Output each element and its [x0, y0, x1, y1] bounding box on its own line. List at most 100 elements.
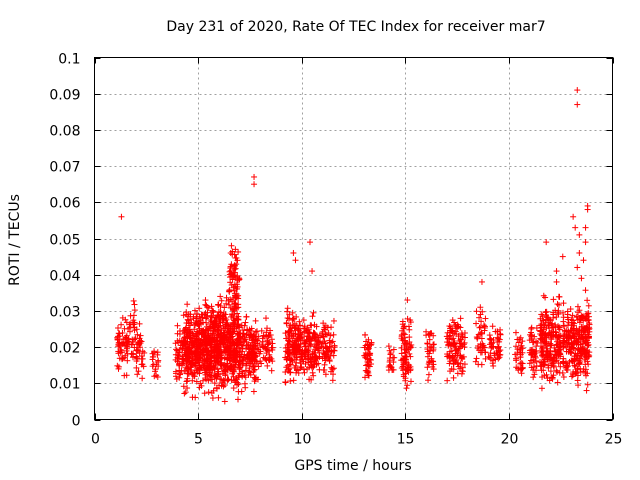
data-point: [477, 311, 484, 318]
data-point: [283, 364, 290, 371]
data-point: [289, 347, 296, 354]
data-point: [220, 377, 227, 384]
data-point: [233, 340, 240, 347]
data-point: [328, 349, 335, 356]
data-point: [582, 224, 589, 231]
data-point: [560, 332, 567, 339]
data-point: [149, 354, 156, 361]
data-point: [532, 367, 539, 374]
data-point: [255, 333, 262, 340]
data-point: [449, 353, 456, 360]
data-point: [130, 312, 137, 319]
data-point: [493, 349, 500, 356]
data-point: [191, 307, 198, 314]
data-point: [363, 367, 370, 374]
data-point: [544, 356, 551, 363]
data-point: [454, 370, 461, 377]
y-tick-label: 0.01: [49, 377, 80, 393]
data-point: [184, 327, 191, 334]
data-point: [209, 395, 216, 402]
data-point: [227, 363, 234, 370]
data-point: [403, 353, 410, 360]
data-point: [122, 316, 129, 323]
data-point: [137, 332, 144, 339]
data-point: [267, 354, 274, 361]
data-point: [189, 377, 196, 384]
data-point: [390, 354, 397, 361]
data-point: [585, 353, 592, 360]
data-point: [461, 361, 468, 368]
data-point: [362, 374, 369, 381]
data-point: [550, 296, 557, 303]
data-point: [297, 322, 304, 329]
data-point: [295, 335, 302, 342]
data-point: [123, 347, 130, 354]
data-point: [233, 323, 240, 330]
data-point: [254, 346, 261, 353]
data-point: [582, 369, 589, 376]
data-point: [228, 270, 235, 277]
data-point: [492, 356, 499, 363]
data-point: [582, 287, 589, 294]
data-point: [212, 336, 219, 343]
data-point: [497, 351, 504, 358]
data-point: [204, 309, 211, 316]
data-point: [399, 318, 406, 325]
data-point: [575, 335, 582, 342]
data-point: [457, 336, 464, 343]
data-point: [251, 367, 258, 374]
data-point: [553, 367, 560, 374]
data-point: [154, 351, 161, 358]
data-point: [367, 342, 374, 349]
data-point: [234, 257, 241, 264]
data-point: [116, 333, 123, 340]
data-point: [550, 357, 557, 364]
data-point: [574, 264, 581, 271]
data-point: [221, 348, 228, 355]
data-point: [555, 311, 562, 318]
data-point: [234, 316, 241, 323]
data-point: [564, 311, 571, 318]
data-point: [217, 293, 224, 300]
data-point: [550, 314, 557, 321]
data-point: [248, 339, 255, 346]
data-point: [225, 297, 232, 304]
data-point: [255, 346, 262, 353]
data-point: [182, 351, 189, 358]
x-tick-label: 15: [397, 432, 415, 448]
data-point: [519, 364, 526, 371]
data-point: [213, 345, 220, 352]
data-point: [118, 213, 125, 220]
data-point: [576, 347, 583, 354]
data-point: [265, 341, 272, 348]
data-point: [553, 329, 560, 336]
grid-lines: [94, 57, 613, 420]
data-point: [184, 377, 191, 384]
data-point: [220, 312, 227, 319]
data-point: [234, 381, 241, 388]
data-point: [286, 352, 293, 359]
data-point: [252, 329, 259, 336]
data-point: [310, 309, 317, 316]
data-point: [407, 317, 414, 324]
data-point: [242, 367, 249, 374]
data-point: [232, 292, 239, 299]
data-point: [448, 365, 455, 372]
data-point: [559, 253, 566, 260]
data-point: [296, 318, 303, 325]
data-point: [284, 315, 291, 322]
data-point: [367, 350, 374, 357]
data-point: [539, 317, 546, 324]
data-point: [481, 323, 488, 330]
data-point: [298, 353, 305, 360]
data-point: [196, 326, 203, 333]
data-point: [444, 377, 451, 384]
data-point: [573, 313, 580, 320]
data-point: [301, 369, 308, 376]
data-point: [526, 360, 533, 367]
data-point: [285, 367, 292, 374]
data-point: [551, 363, 558, 370]
data-point: [459, 355, 466, 362]
data-point: [238, 388, 245, 395]
data-point: [513, 357, 520, 364]
